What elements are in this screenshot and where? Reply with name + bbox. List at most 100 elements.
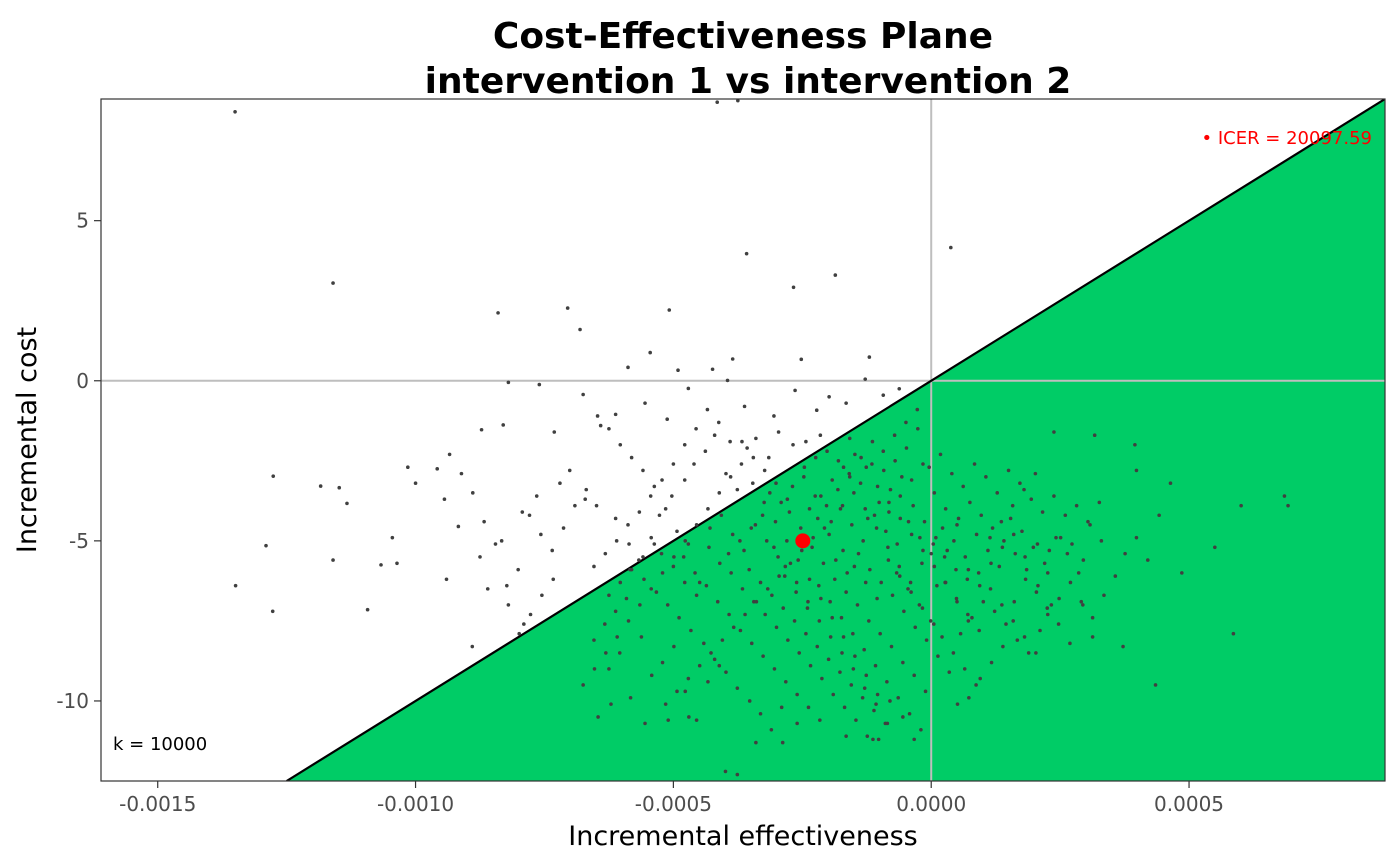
- simulation-point: [627, 542, 631, 546]
- simulation-point: [967, 695, 971, 700]
- simulation-point: [1286, 503, 1290, 508]
- simulation-point: [442, 497, 447, 502]
- simulation-point: [753, 523, 758, 527]
- simulation-point: [318, 484, 323, 488]
- simulation-point: [965, 577, 970, 582]
- simulation-point: [1121, 644, 1125, 649]
- y-tick-label: 5: [76, 209, 89, 233]
- simulation-point: [694, 593, 699, 598]
- simulation-point: [1076, 571, 1081, 575]
- simulation-point: [1010, 503, 1015, 508]
- simulation-point: [406, 465, 410, 470]
- simulation-point: [704, 583, 709, 588]
- simulation-point: [666, 718, 671, 722]
- simulation-point: [1057, 596, 1061, 601]
- simulation-point: [1054, 535, 1058, 540]
- simulation-point: [829, 519, 833, 524]
- simulation-point: [710, 367, 715, 372]
- simulation-point: [750, 481, 755, 486]
- simulation-point: [867, 619, 871, 623]
- simulation-point: [810, 545, 814, 550]
- simulation-point: [499, 539, 504, 543]
- simulation-point: [1081, 558, 1086, 562]
- simulation-point: [731, 625, 736, 630]
- simulation-point: [628, 695, 633, 700]
- simulation-point: [777, 574, 781, 578]
- simulation-point: [1023, 555, 1027, 559]
- simulation-point: [649, 535, 654, 540]
- simulation-point: [776, 430, 781, 434]
- simulation-point: [1102, 593, 1106, 598]
- simulation-point: [813, 455, 818, 460]
- y-axis: -10 -5 0 5: [56, 209, 101, 713]
- simulation-point: [881, 468, 886, 473]
- simulation-point: [697, 663, 702, 668]
- simulation-point: [940, 635, 944, 639]
- simulation-point: [1058, 535, 1063, 540]
- simulation-point: [537, 382, 542, 387]
- simulation-point: [841, 635, 846, 639]
- simulation-point: [720, 638, 725, 642]
- simulation-point: [752, 599, 756, 604]
- simulation-point: [345, 501, 349, 506]
- simulation-point: [1045, 612, 1050, 617]
- simulation-point: [827, 532, 831, 537]
- simulation-point: [934, 535, 938, 540]
- simulation-point: [989, 561, 993, 566]
- simulation-point: [772, 414, 776, 418]
- simulation-point: [395, 561, 399, 566]
- simulation-point: [966, 612, 970, 617]
- simulation-point: [723, 769, 728, 774]
- simulation-point: [1088, 523, 1092, 527]
- simulation-point: [977, 583, 982, 588]
- simulation-point: [931, 622, 936, 626]
- simulation-point: [626, 619, 631, 623]
- simulation-point: [1024, 567, 1029, 572]
- simulation-point: [1052, 430, 1056, 434]
- simulation-point: [1180, 571, 1184, 575]
- simulation-point: [963, 555, 968, 559]
- simulation-point: [898, 494, 903, 498]
- simulation-point: [923, 689, 928, 694]
- simulation-point: [686, 542, 691, 546]
- simulation-point: [772, 545, 776, 550]
- simulation-point: [909, 590, 913, 594]
- y-tick-label: -5: [69, 529, 89, 553]
- simulation-point: [860, 695, 865, 700]
- simulation-point: [683, 689, 688, 694]
- simulation-point: [852, 491, 856, 495]
- simulation-point: [832, 577, 837, 582]
- simulation-point: [1068, 641, 1072, 646]
- simulation-point: [942, 555, 947, 559]
- simulation-point: [795, 692, 799, 697]
- simulation-point: [663, 507, 668, 511]
- simulation-point: [978, 676, 983, 681]
- wtp-k-label: k = 10000: [113, 734, 207, 755]
- simulation-point: [337, 485, 342, 490]
- simulation-point: [962, 667, 967, 671]
- simulation-point: [271, 474, 276, 478]
- simulation-point: [686, 676, 691, 681]
- simulation-point: [676, 368, 680, 372]
- simulation-point: [863, 580, 868, 585]
- simulation-point: [617, 651, 622, 655]
- simulation-point: [870, 439, 875, 444]
- simulation-point: [1031, 545, 1036, 550]
- simulation-point: [839, 615, 844, 620]
- simulation-point: [717, 491, 722, 495]
- simulation-point: [233, 110, 237, 114]
- simulation-point: [1068, 580, 1073, 585]
- simulation-point: [551, 577, 556, 582]
- simulation-point: [861, 539, 865, 543]
- simulation-point: [717, 663, 722, 668]
- simulation-point: [552, 430, 557, 434]
- plot-border: [100, 98, 1386, 782]
- simulation-point: [904, 446, 909, 450]
- simulation-point: [735, 686, 740, 690]
- simulation-point: [879, 580, 883, 585]
- simulation-point: [649, 673, 654, 678]
- simulation-point: [719, 513, 724, 518]
- simulation-point: [672, 555, 676, 559]
- simulation-point: [639, 635, 644, 639]
- simulation-point: [613, 516, 618, 521]
